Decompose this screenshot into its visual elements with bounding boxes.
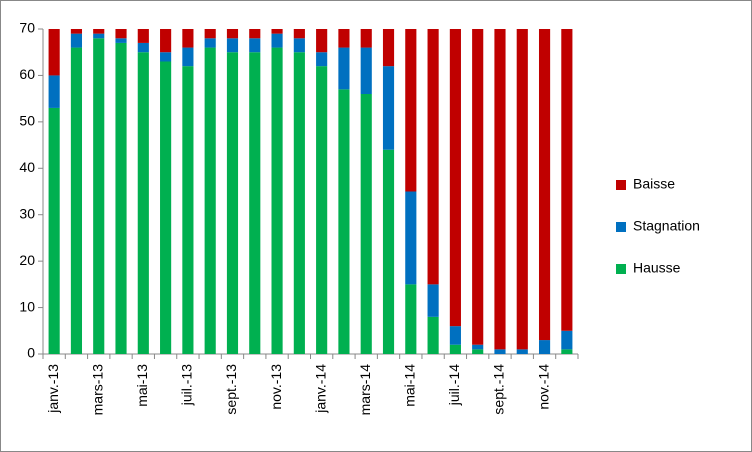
bar-segment xyxy=(249,29,261,39)
x-tick-label: janv.-13 xyxy=(45,364,61,414)
bar-segment xyxy=(204,47,216,354)
bar-segment xyxy=(561,29,573,331)
bar-segment xyxy=(70,29,83,34)
bar-segment xyxy=(338,47,350,90)
legend-label: Hausse xyxy=(633,260,681,276)
bar-segment xyxy=(561,349,573,354)
bar-segment xyxy=(494,349,506,354)
bar-segment xyxy=(472,344,484,350)
bar-segment xyxy=(449,344,461,354)
x-tick-label: mai-14 xyxy=(402,364,418,407)
bar-segment xyxy=(449,326,461,345)
bar-segment xyxy=(160,52,172,62)
legend-label: Stagnation xyxy=(633,218,700,234)
x-tick-label: mai-13 xyxy=(134,364,150,407)
y-tick-label: 40 xyxy=(19,159,35,175)
y-tick-label: 20 xyxy=(19,252,35,268)
bar-segment xyxy=(226,29,239,39)
bar-segment xyxy=(405,29,417,192)
x-tick-label: sept.-14 xyxy=(491,364,507,415)
bar-segment xyxy=(538,340,551,354)
bar-segment xyxy=(516,29,528,350)
x-tick-label: nov.-13 xyxy=(268,364,284,410)
bar-segment xyxy=(427,316,439,354)
bar-segment xyxy=(70,33,83,48)
bar-segment xyxy=(561,330,573,350)
bar-segment xyxy=(226,52,239,354)
bar-segment xyxy=(472,349,484,354)
bar-segment xyxy=(472,29,484,345)
bar-segment xyxy=(449,29,461,327)
bar-segment xyxy=(293,52,305,354)
bar-segment xyxy=(204,29,216,39)
bar-segment xyxy=(271,47,283,354)
bar-segment xyxy=(382,149,395,354)
bar-segment xyxy=(538,29,551,341)
bar-segment xyxy=(137,42,149,53)
bar-segment xyxy=(316,66,328,355)
bar-segment xyxy=(316,52,328,67)
x-tick-label: mars-13 xyxy=(89,364,105,416)
y-tick-label: 10 xyxy=(19,298,35,314)
bar-segment xyxy=(115,29,127,39)
bar-segment xyxy=(405,284,417,354)
bar-segment xyxy=(115,38,127,43)
legend-swatch xyxy=(616,180,626,190)
bar-segment xyxy=(382,29,395,67)
bar-segment xyxy=(204,38,216,48)
bar-segment xyxy=(360,29,372,48)
bar-segment xyxy=(249,38,261,53)
bar-segment xyxy=(338,89,350,354)
bar-segment xyxy=(93,29,105,34)
bar-segment xyxy=(115,42,127,355)
bar-segment xyxy=(160,29,172,53)
bar-segment xyxy=(226,38,239,53)
bar-segment xyxy=(137,52,149,354)
bar-segment xyxy=(160,61,172,354)
x-tick-label: juil.-14 xyxy=(446,364,462,406)
bar-segment xyxy=(182,66,194,355)
bar-segment xyxy=(382,66,395,150)
bar-segment xyxy=(360,94,372,354)
bar-segment xyxy=(360,47,372,94)
bar-segment xyxy=(48,75,60,108)
y-tick-label: 70 xyxy=(19,20,35,36)
legend-label: Baisse xyxy=(633,176,675,192)
y-tick-label: 30 xyxy=(19,205,35,221)
bar-segment xyxy=(516,349,528,354)
bar-segment xyxy=(338,29,350,48)
x-tick-label: juil.-13 xyxy=(179,364,195,406)
x-tick-label: nov.-14 xyxy=(535,364,551,410)
bar-segment xyxy=(137,29,149,43)
bar-segment xyxy=(48,107,60,354)
x-tick-label: mars-14 xyxy=(357,364,373,416)
bar-segment xyxy=(293,29,305,39)
bar-segment xyxy=(182,47,194,67)
bar-segment xyxy=(249,52,261,354)
legend-swatch xyxy=(616,222,626,232)
bar-segment xyxy=(494,29,506,350)
bar-segment xyxy=(93,33,105,39)
y-tick-label: 60 xyxy=(19,66,35,82)
bar-segment xyxy=(70,47,83,354)
bar-segment xyxy=(271,29,283,34)
bar-segment xyxy=(182,29,194,48)
bar-segment xyxy=(427,29,439,285)
legend-swatch xyxy=(616,264,626,274)
x-tick-label: janv.-14 xyxy=(312,364,328,414)
bar-segment xyxy=(293,38,305,53)
y-tick-label: 50 xyxy=(19,113,35,129)
bar-segment xyxy=(316,29,328,53)
bar-segment xyxy=(427,284,439,317)
bar-segment xyxy=(405,191,417,285)
y-tick-label: 0 xyxy=(27,345,35,361)
bar-segment xyxy=(48,29,60,76)
bar-segment xyxy=(271,33,283,48)
bar-segment xyxy=(93,38,105,355)
x-tick-label: sept.-13 xyxy=(223,364,239,415)
